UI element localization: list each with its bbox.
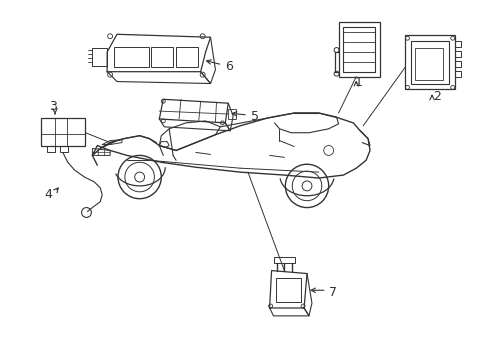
Bar <box>343 27 374 72</box>
Text: 5: 5 <box>250 111 258 123</box>
Bar <box>454 51 460 57</box>
Bar <box>405 35 454 89</box>
Bar <box>338 22 379 77</box>
Text: 2: 2 <box>432 90 440 103</box>
Bar <box>114 47 148 67</box>
Bar <box>273 257 295 263</box>
Bar <box>151 47 173 67</box>
Bar <box>228 109 236 119</box>
Text: 4: 4 <box>44 188 52 201</box>
Bar <box>60 145 68 152</box>
Text: 1: 1 <box>353 76 362 89</box>
Bar <box>454 61 460 67</box>
Bar <box>47 145 55 152</box>
Text: 6: 6 <box>225 60 233 73</box>
Bar <box>414 48 442 80</box>
Bar <box>176 47 197 67</box>
Bar <box>275 278 301 302</box>
Bar <box>410 41 448 84</box>
Bar <box>41 118 85 145</box>
Text: 7: 7 <box>328 286 336 299</box>
Bar <box>92 48 107 66</box>
Bar <box>454 71 460 77</box>
Text: 3: 3 <box>49 100 57 113</box>
Bar <box>454 41 460 47</box>
